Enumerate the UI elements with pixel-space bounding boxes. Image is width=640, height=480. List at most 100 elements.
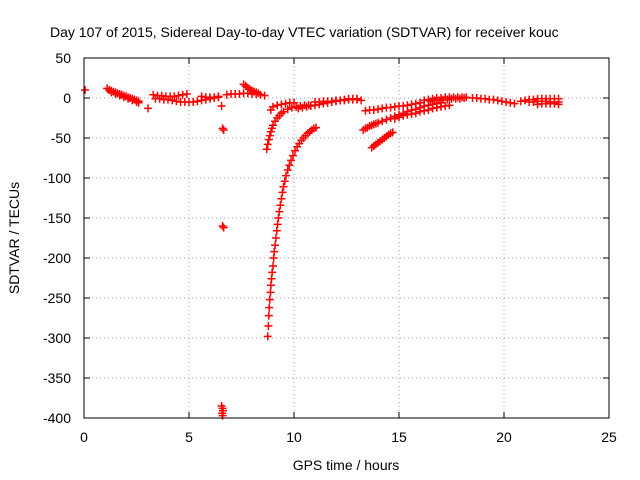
- data-point: [426, 97, 435, 106]
- data-point: [264, 322, 273, 330]
- data-point: [263, 332, 272, 341]
- data-point: [460, 94, 469, 102]
- data-point: [302, 102, 311, 111]
- data-point: [493, 96, 502, 105]
- data-point: [340, 95, 349, 104]
- data-point: [219, 223, 228, 232]
- data-point: [271, 241, 280, 250]
- data-point: [361, 106, 370, 115]
- data-point: [219, 126, 228, 134]
- x-tick-label: 10: [286, 429, 302, 445]
- data-point: [288, 151, 297, 160]
- data-point: [182, 90, 191, 98]
- data-point: [399, 111, 408, 120]
- data-point: [283, 105, 292, 114]
- y-tick-label: -150: [43, 210, 71, 226]
- data-point: [378, 104, 387, 113]
- data-point: [287, 103, 296, 112]
- data-point: [443, 95, 452, 104]
- data-point: [285, 161, 294, 170]
- data-point: [550, 99, 559, 108]
- data-point: [521, 96, 529, 105]
- data-point: [424, 106, 433, 114]
- data-point: [506, 98, 515, 107]
- y-axis-label: SDTVAR / TECUs: [6, 182, 22, 294]
- x-tick-label: 5: [185, 429, 193, 445]
- data-point: [235, 90, 244, 98]
- data-point: [290, 98, 298, 107]
- data-point: [390, 114, 399, 123]
- y-tick-label: -100: [43, 170, 71, 186]
- y-tick-label: -350: [43, 370, 71, 386]
- data-point: [119, 93, 128, 102]
- data-point: [278, 188, 287, 197]
- data-point: [437, 102, 445, 111]
- x-tick-label: 15: [391, 429, 407, 445]
- data-point: [403, 110, 412, 119]
- data-point: [441, 102, 450, 110]
- data-point: [218, 222, 227, 230]
- y-tick-label: 50: [55, 50, 71, 66]
- data-point: [189, 98, 198, 106]
- data-point: [111, 90, 120, 98]
- data-point: [353, 94, 361, 103]
- data-point: [497, 97, 506, 106]
- data-point: [279, 107, 288, 116]
- y-tick-label: 0: [63, 90, 71, 106]
- plot-frame: [83, 57, 610, 419]
- data-point: [445, 101, 454, 110]
- data-point: [266, 288, 275, 297]
- data-point: [168, 96, 177, 105]
- data-point: [502, 98, 511, 106]
- data-point: [124, 94, 133, 103]
- data-point: [357, 96, 366, 105]
- data-point: [327, 97, 336, 106]
- y-tick-label: -300: [43, 330, 71, 346]
- data-point: [269, 262, 277, 270]
- data-point: [554, 100, 563, 109]
- data-point: [281, 99, 290, 108]
- data-point: [416, 107, 424, 116]
- data-point: [197, 92, 206, 101]
- y-tick-label: -400: [43, 410, 71, 426]
- data-point: [510, 99, 519, 108]
- data-point: [283, 166, 292, 174]
- data-point: [315, 98, 324, 106]
- data-point: [386, 114, 395, 122]
- data-point: [374, 118, 382, 127]
- x-tick-label: 20: [496, 429, 512, 445]
- y-tick-label: -250: [43, 290, 71, 306]
- data-point: [386, 103, 395, 112]
- data-point: [279, 182, 288, 191]
- data-point: [388, 128, 397, 137]
- data-point: [164, 95, 172, 104]
- data-point: [271, 234, 280, 242]
- data-point: [262, 145, 271, 154]
- data-point: [269, 102, 277, 111]
- data-point: [210, 93, 219, 102]
- data-point: [265, 131, 274, 140]
- data-point: [420, 96, 429, 105]
- data-point: [455, 94, 464, 103]
- data-point: [382, 115, 391, 124]
- data-point: [273, 101, 282, 110]
- data-point: [277, 100, 286, 109]
- data-point: [172, 97, 181, 106]
- data-point: [378, 117, 387, 126]
- data-point: [222, 90, 231, 99]
- data-point: [390, 102, 399, 111]
- data-point: [81, 86, 90, 94]
- data-point: [263, 140, 272, 149]
- data-point: [312, 123, 321, 132]
- data-point: [274, 214, 283, 222]
- x-tick-label: 0: [80, 429, 88, 445]
- data-point: [178, 90, 187, 99]
- data-point: [265, 303, 274, 312]
- data-point: [411, 109, 420, 118]
- x-tick-label: 25: [601, 429, 617, 445]
- data-point: [428, 104, 437, 113]
- y-tick-label: -50: [51, 130, 71, 146]
- data-point: [155, 94, 164, 103]
- data-point: [529, 98, 538, 106]
- data-point: [174, 91, 183, 100]
